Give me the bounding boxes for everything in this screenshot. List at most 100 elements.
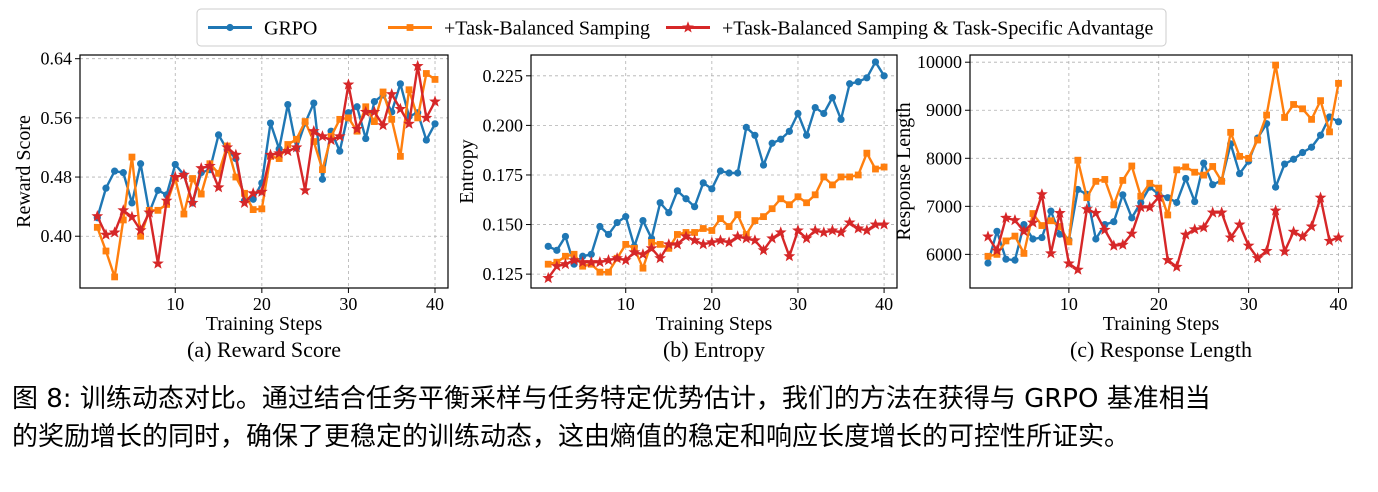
x-tick-label-4: 40 [875, 294, 893, 314]
data-point-s3-34 [377, 119, 389, 131]
data-point-s3-36 [843, 216, 856, 228]
data-point-s2-15 [215, 169, 222, 177]
data-point-s2-13 [1092, 177, 1100, 185]
data-point-s2-14 [656, 240, 664, 248]
data-point-s1-29 [785, 127, 793, 135]
data-point-s2-39 [872, 165, 879, 173]
data-point-s2-19 [1146, 179, 1154, 187]
y-tick-label-3: 0.175 [483, 165, 524, 185]
data-point-s3-28 [325, 133, 337, 146]
data-point-s2-12 [189, 175, 196, 182]
figure-area: GRPO +Task-Balanced Samping +Task-Balanced… [13, 8, 1353, 362]
data-point-s3-39 [1323, 234, 1336, 246]
data-point-s1-40 [431, 120, 439, 128]
data-point-s2-16 [1119, 176, 1127, 184]
data-point-s3-18 [238, 196, 251, 208]
data-point-s2-37 [405, 86, 413, 94]
legend-marker-1 [226, 23, 234, 32]
data-point-s1-19 [249, 195, 257, 203]
data-point-s3-11 [1071, 263, 1084, 275]
data-point-s3-32 [1260, 244, 1273, 257]
data-point-s1-7 [596, 222, 604, 231]
data-point-s3-29 [1233, 218, 1246, 230]
data-point-s2-19 [699, 225, 707, 232]
data-point-s1-1 [984, 259, 992, 267]
data-point-s1-9 [1056, 230, 1064, 238]
data-point-s3-27 [1215, 206, 1228, 218]
data-point-s3-24 [1188, 223, 1201, 235]
subplot-title: (c) Response Length [1070, 337, 1252, 362]
data-point-s1-15 [214, 131, 223, 139]
data-point-s3-35 [1287, 225, 1300, 237]
data-point-s1-40 [1334, 118, 1343, 126]
data-point-s3-38 [1314, 191, 1327, 203]
data-point-s1-34 [1280, 160, 1289, 168]
data-point-s3-16 [221, 141, 234, 153]
data-point-s3-32 [809, 224, 822, 236]
data-point-s2-36 [396, 152, 404, 160]
data-point-s2-29 [785, 201, 793, 209]
x-tick-label-1: 10 [1060, 294, 1078, 314]
data-point-s3-25 [299, 184, 312, 196]
data-point-s3-33 [1269, 204, 1282, 216]
data-point-s3-25 [1197, 221, 1210, 233]
data-point-s2-34 [379, 88, 387, 96]
plot-data [91, 59, 441, 281]
data-point-s3-40 [878, 218, 890, 230]
data-point-s1-3 [111, 167, 119, 175]
data-point-s2-4 [119, 216, 127, 224]
data-point-s2-18 [1137, 192, 1145, 200]
series-line-1 [986, 115, 1340, 264]
data-point-s3-37 [852, 222, 865, 234]
subplot-2: 10 20 30 40 0.125 0.150 0.175 0.200 0.225 Trainin… [456, 54, 898, 362]
data-point-s3-11 [628, 246, 641, 258]
plot-data [982, 61, 1345, 275]
data-point-s2-3 [1002, 237, 1010, 245]
data-point-s3-12 [1080, 203, 1093, 215]
data-point-s3-15 [1107, 239, 1120, 251]
x-tick-label-2: 20 [1150, 294, 1168, 314]
data-point-s2-15 [1110, 201, 1118, 209]
data-point-s3-8 [152, 257, 164, 269]
data-point-s1-21 [266, 119, 275, 127]
data-point-s3-18 [1134, 201, 1147, 213]
data-point-s3-19 [1143, 201, 1156, 213]
data-point-s2-40 [1335, 79, 1342, 87]
data-point-s2-5 [579, 262, 587, 270]
axes-frame [969, 54, 1353, 289]
data-point-s2-38 [414, 114, 422, 122]
data-point-s2-21 [1164, 211, 1172, 219]
data-point-s2-18 [241, 189, 248, 197]
y-tick-label-4: 0.200 [483, 115, 524, 135]
data-point-s3-16 [1116, 238, 1129, 250]
data-point-s3-36 [1296, 230, 1309, 242]
data-point-s3-10 [619, 254, 632, 266]
axes-frame [530, 54, 898, 289]
data-point-s1-16 [1119, 191, 1127, 199]
data-point-s3-28 [1224, 231, 1237, 243]
series-line-1 [96, 82, 437, 219]
legend-marker-2 [406, 24, 414, 31]
data-point-s3-24 [290, 141, 303, 153]
data-point-s1-23 [284, 100, 292, 109]
data-point-s2-20 [258, 205, 266, 213]
data-point-s2-29 [336, 115, 344, 123]
x-tick-label-2: 20 [253, 294, 271, 314]
data-point-s3-31 [800, 232, 813, 244]
data-point-s2-4 [1011, 232, 1019, 240]
data-point-s1-35 [1289, 155, 1298, 163]
data-point-s3-4 [568, 254, 580, 266]
data-point-s1-9 [613, 218, 621, 227]
y-tick-label-1: 0.125 [483, 264, 524, 284]
data-point-s2-37 [854, 171, 862, 179]
data-point-s2-20 [708, 227, 716, 234]
data-point-s3-34 [1278, 245, 1291, 257]
data-point-s3-37 [1305, 220, 1318, 232]
data-point-s2-21 [717, 215, 724, 222]
x-tick-label-4: 40 [1330, 294, 1348, 314]
data-point-s2-11 [1074, 156, 1082, 164]
data-point-s1-24 [742, 123, 750, 131]
data-point-s1-33 [1272, 183, 1280, 191]
data-point-s1-39 [422, 136, 430, 144]
y-tick-label-1: 6000 [926, 244, 962, 264]
